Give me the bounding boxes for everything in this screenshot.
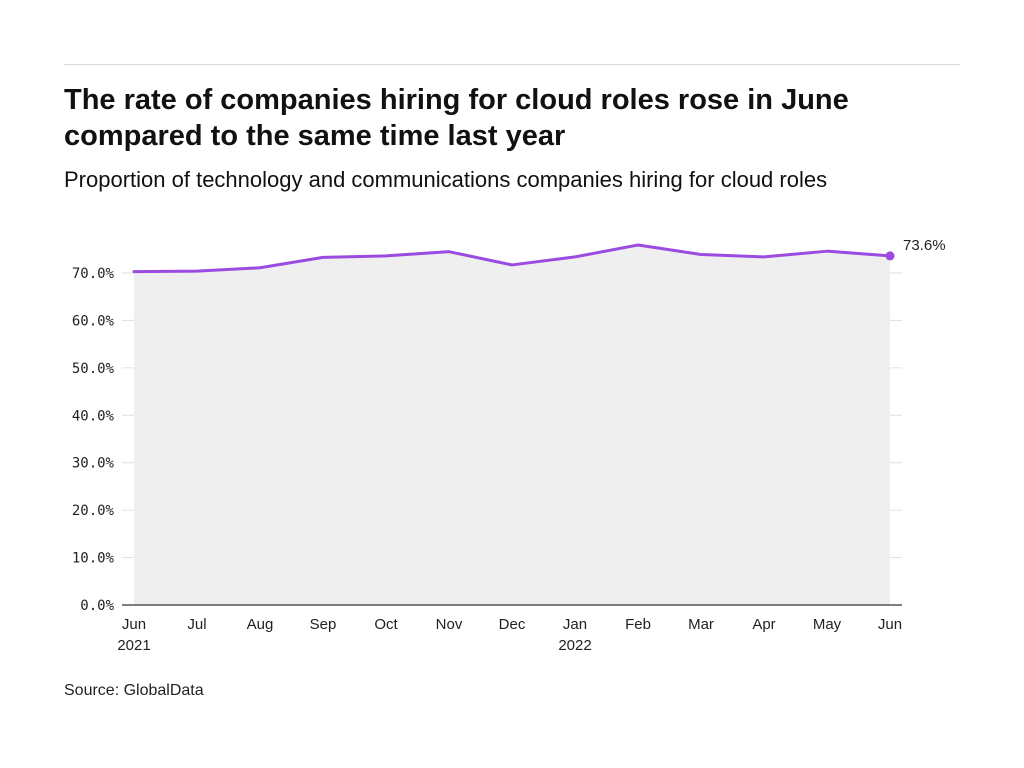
y-tick-label-1: 10.0% (72, 551, 115, 567)
x-tick-label-9: Mar (688, 616, 714, 633)
x-tick-label-6: Dec (499, 616, 526, 633)
x-tick-label-7: Jan (563, 616, 587, 633)
x-tick-label-10: Apr (752, 616, 775, 633)
x-tick-label-0: Jun (122, 616, 146, 633)
x-axis-ticks: Jun 2021 Jul Aug Sep Oct Nov Dec Jan 2022 Feb Mar Ap… (117, 616, 902, 654)
end-value-label: 73.6% (903, 237, 946, 254)
y-tick-label-0: 0.0% (80, 598, 114, 614)
y-tick-label-4: 40.0% (72, 408, 115, 424)
area-fill (134, 245, 890, 605)
y-tick-label-6: 60.0% (72, 313, 115, 329)
y-tick-label-5: 50.0% (72, 361, 115, 377)
y-axis-ticks: 0.0% 10.0% 20.0% 30.0% 40.0% 50.0% 60.0% 70.0% (72, 266, 115, 614)
x-tick-label-5: Nov (436, 616, 463, 633)
x-tick-label-2: Aug (247, 616, 274, 633)
chart-title: The rate of companies hiring for cloud r… (64, 84, 849, 152)
x-tick-label-8: Feb (625, 616, 651, 633)
x-tick-label-1: Jul (187, 616, 206, 633)
series-line (132, 243, 892, 274)
end-point-marker (885, 251, 895, 261)
y-tick-label-3: 30.0% (72, 456, 115, 472)
x-tick-label-3: Sep (310, 616, 337, 633)
y-tick-label-7: 70.0% (72, 266, 115, 282)
x-tick-label-12: Jun (878, 616, 902, 633)
x-tick-label-7-year: 2022 (558, 637, 591, 654)
x-tick-label-0-year: 2021 (117, 637, 150, 654)
top-rule (64, 64, 960, 65)
source-note: Source: GlobalData (64, 682, 204, 699)
x-tick-label-4: Oct (374, 616, 398, 633)
chart-subtitle: Proportion of technology and communicati… (64, 167, 828, 192)
y-tick-label-2: 20.0% (72, 503, 115, 519)
x-tick-label-11: May (813, 616, 842, 633)
